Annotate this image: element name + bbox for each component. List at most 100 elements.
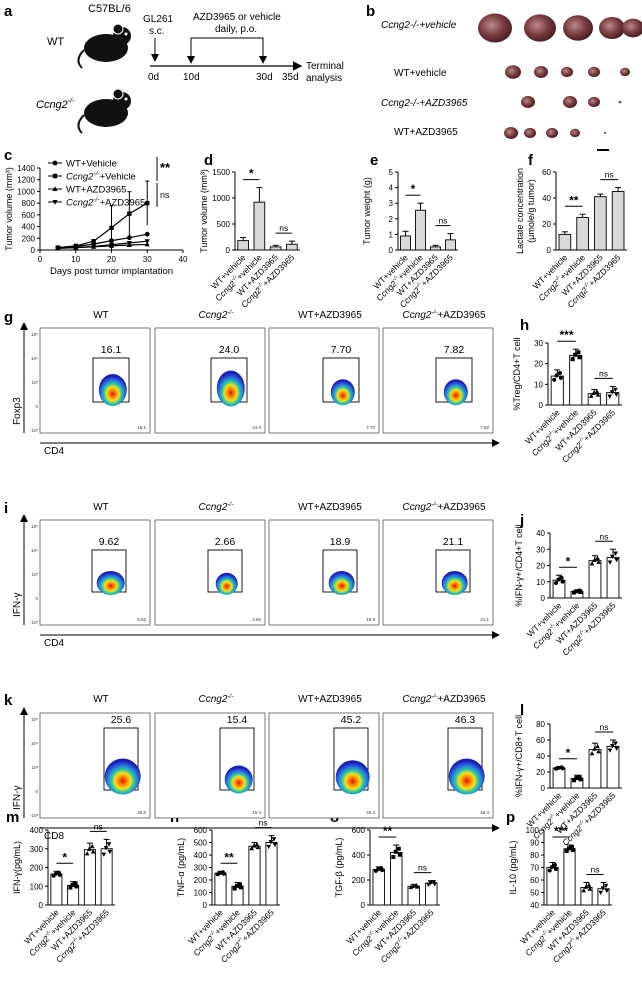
treatment-label: AZD3965 or vehicle <box>193 12 281 23</box>
sig-label-h-1: ns <box>599 368 608 378</box>
dot-p-2-2 <box>583 884 589 889</box>
y-tick-label-c-7: 1400 <box>17 164 35 173</box>
bar-l-3 <box>606 745 620 789</box>
chart-panel-n: n0100200300400500600TNF-α (pg/mL)WT+vehi… <box>170 809 280 965</box>
y-tick-label-m-3: 300 <box>30 845 44 854</box>
bar-p-0 <box>546 867 559 906</box>
dot-h-1-1 <box>576 350 581 355</box>
y-tick-label-f-1: 20 <box>542 220 551 229</box>
dot-p-2-3 <box>587 886 593 891</box>
flow-corner-value-k-2: 45.2 <box>366 810 375 815</box>
tumor-specimen-r4-1 <box>504 127 518 139</box>
dot-j-2-2 <box>592 557 597 562</box>
bar-d-1 <box>253 201 266 251</box>
y-tick-label-d-1: 500 <box>217 220 231 229</box>
bar-e-1 <box>415 209 426 251</box>
terminal-label-1: Terminal <box>306 61 344 72</box>
sig-label-j-0: * <box>566 554 571 568</box>
flow-plot-frame-i-1 <box>154 519 266 626</box>
flow-corner-value-k-1: 15.4 <box>252 810 261 815</box>
panel-label-j: j <box>519 512 524 529</box>
dot-m-2-3 <box>90 849 96 854</box>
y-axis-label-p: IL-10 (pg/mL) <box>508 840 518 894</box>
dot-p-0-0 <box>547 868 552 873</box>
dot-p-3-2 <box>600 886 606 891</box>
point-0-5 <box>144 231 150 237</box>
dot-l-3-1 <box>613 741 618 746</box>
flow-x-label-k: CD8 <box>44 831 64 842</box>
y-tick-label-h-3: 30 <box>534 339 543 348</box>
cell-line-label: GL261 <box>143 14 173 25</box>
dot-n-3-0 <box>266 844 271 850</box>
tumor-specimen-r1-1 <box>478 13 512 43</box>
sig-label-j-1: ns <box>600 531 609 541</box>
sig-label-f-1: ns <box>605 170 614 180</box>
flow-density-i-1 <box>215 572 238 595</box>
mouse-wt-icon <box>77 23 131 69</box>
bar-n-0 <box>214 872 227 906</box>
dot-h-3-0 <box>607 394 612 399</box>
terminal-label-2: analysis <box>306 73 342 84</box>
series-line-1 <box>57 202 148 249</box>
dot-l-0-2 <box>556 765 561 770</box>
tumor-specimen-r2-5 <box>620 67 630 77</box>
flow-plot-frame-g-2 <box>268 327 380 434</box>
tumor-row-label-3: Ccng2-/-+AZD3965 <box>381 98 468 109</box>
dot-p-2-1 <box>586 882 592 887</box>
y-axis-label-e: Tumor weight (g) <box>362 177 372 245</box>
y-tick-label-d-3: 1500 <box>212 168 230 177</box>
dot-j-2-3 <box>596 559 601 564</box>
y-tick-label-j-1: 10 <box>536 578 545 587</box>
tumor-specimen-r3-3 <box>588 96 600 108</box>
bar-o-3 <box>425 882 438 906</box>
flow-plot-frame-i-3 <box>382 519 494 626</box>
y-axis-label-h: %Treg/CD4+T cell <box>512 337 522 410</box>
flow-corner-value-i-0: 9.62 <box>137 617 146 622</box>
flow-cytometry-layer: g WT 10⁵ 10⁴ 10³ 0 -10³ 16.1 16.1 Ccng2-/- 24.0 24.… <box>4 309 500 842</box>
flow-axis-tick-k-1: 10⁴ <box>31 741 38 746</box>
flow-gate-value-g-3: 7.82 <box>444 344 465 356</box>
flow-corner-value-k-0: 25.6 <box>137 810 146 815</box>
schedule-label: daily, p.o. <box>215 24 257 35</box>
bar-f-0 <box>558 233 572 251</box>
panel-b-tumor-photos: b Ccng2-/-+vehicle WT+vehicle Ccng2-/-+A… <box>366 3 642 151</box>
day-30: 30d <box>256 72 273 83</box>
y-tick-label-d-2: 1000 <box>212 194 230 203</box>
dot-h-1-0 <box>570 357 575 362</box>
tumor-specimen-r1-2 <box>524 14 556 42</box>
y-tick-label-n-4: 400 <box>194 851 208 860</box>
y-tick-label-n-3: 300 <box>194 864 208 873</box>
dot-h-3-2 <box>609 390 615 395</box>
legend-label-3: Ccng2-/-+AZD3965 <box>66 197 145 209</box>
dot-l-3-3 <box>614 746 619 751</box>
x-tick-label-c-0: 0 <box>38 255 43 264</box>
dot-o-1-2 <box>393 849 398 854</box>
chart-panel-o: o0200400600TGF-β (pg/mL)WT+vehicleCcng2-… <box>330 809 440 965</box>
flow-axis-tick-g-3: 0 <box>35 404 38 409</box>
bar-d-0 <box>237 240 249 251</box>
flow-title-k-1: Ccng2-/- <box>198 693 234 705</box>
dot-l-1-0 <box>572 778 577 783</box>
legend-label-2: WT+AZD3965 <box>66 185 126 196</box>
treatment-bracket <box>190 37 264 60</box>
panel-label-i: i <box>4 500 8 517</box>
flow-y-label-i: IFN-γ <box>12 593 23 617</box>
y-tick-label-c-1: 200 <box>22 234 36 243</box>
dot-j-0-1 <box>559 575 564 580</box>
y-tick-label-e-4: 4 <box>389 184 394 193</box>
bar-e-3 <box>445 239 456 251</box>
legend-marker-3 <box>52 200 58 205</box>
bar-n-3 <box>265 842 278 906</box>
flow-x-label-g: CD4 <box>44 446 64 457</box>
dot-j-2-0 <box>589 561 595 566</box>
flow-y-label-g: Foxp3 <box>12 397 23 425</box>
flow-density-k-1 <box>224 765 253 794</box>
dot-n-1-1 <box>237 882 242 887</box>
y-tick-label-l-3: 60 <box>536 736 545 745</box>
dot-h-0-1 <box>557 370 562 375</box>
point-0-4 <box>126 235 132 241</box>
dot-p-1-2 <box>566 846 571 851</box>
dot-o-2-3 <box>414 884 420 889</box>
y-tick-label-p-0: 40 <box>530 901 539 910</box>
